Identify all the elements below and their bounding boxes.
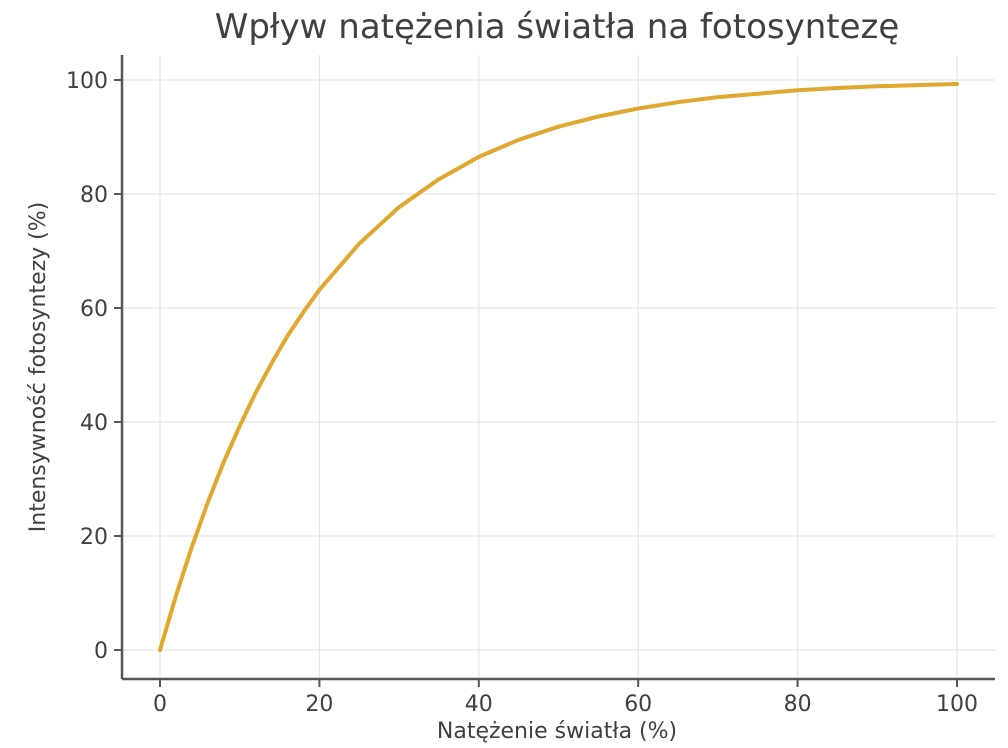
series-layer <box>158 82 959 652</box>
y-tick-label: 100 <box>66 69 108 94</box>
y-tick-label: 60 <box>80 297 108 322</box>
y-tick-label: 40 <box>80 411 108 436</box>
series-line <box>158 82 959 652</box>
x-tick-label: 20 <box>305 692 333 717</box>
y-axis-label: Intensywność fotosyntezy (%) <box>26 202 51 532</box>
ticks: 0 20 40 60 80 100 0 20 40 60 80 100 <box>66 69 978 717</box>
x-tick-label: 100 <box>936 692 978 717</box>
x-tick-label: 60 <box>624 692 652 717</box>
grid <box>122 55 995 679</box>
x-tick-label: 0 <box>153 692 167 717</box>
x-tick-label: 40 <box>465 692 493 717</box>
y-tick-label: 80 <box>80 183 108 208</box>
x-axis-label: Natężenie światła (%) <box>437 719 677 744</box>
x-tick-label: 80 <box>784 692 812 717</box>
chart-title: Wpływ natężenia światła na fotosyntezę <box>215 7 900 47</box>
axes <box>120 55 995 681</box>
y-tick-label: 0 <box>94 639 108 664</box>
y-tick-label: 20 <box>80 525 108 550</box>
